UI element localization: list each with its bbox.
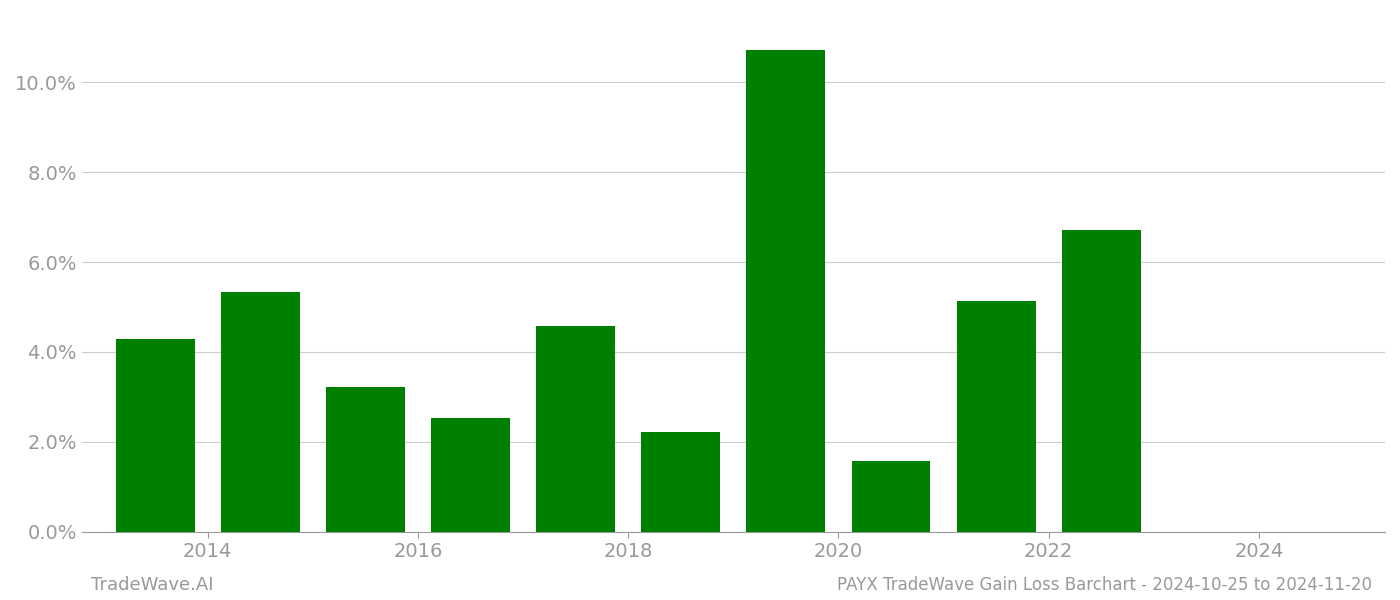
Bar xyxy=(116,340,195,532)
Bar xyxy=(431,418,510,532)
Bar xyxy=(326,387,405,532)
Bar xyxy=(536,326,615,532)
Bar xyxy=(851,461,931,532)
Text: TradeWave.AI: TradeWave.AI xyxy=(91,576,213,594)
Text: PAYX TradeWave Gain Loss Barchart - 2024-10-25 to 2024-11-20: PAYX TradeWave Gain Loss Barchart - 2024… xyxy=(837,576,1372,594)
Bar xyxy=(956,301,1036,532)
Bar xyxy=(746,50,825,532)
Bar xyxy=(641,432,720,532)
Bar xyxy=(221,292,300,532)
Bar xyxy=(1061,230,1141,532)
